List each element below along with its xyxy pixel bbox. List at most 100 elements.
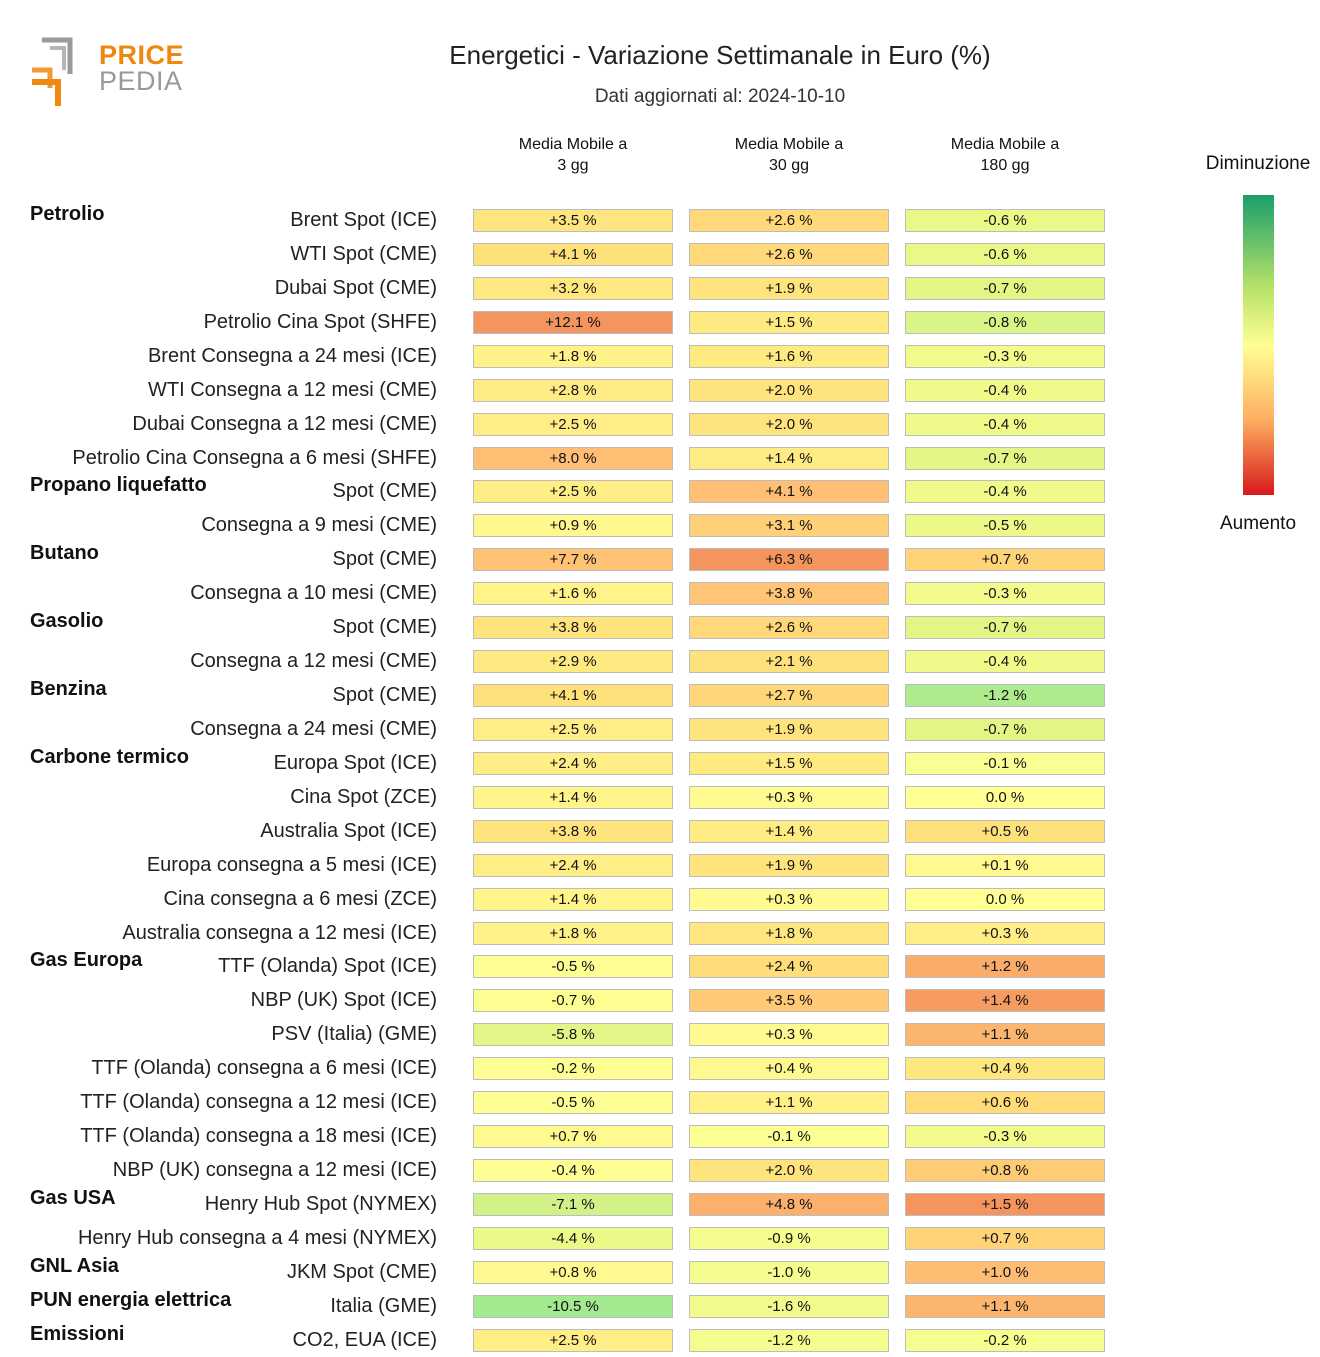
heatmap-cell: 0.0 % bbox=[905, 887, 1105, 911]
row-label: TTF (Olanda) consegna a 12 mesi (ICE) bbox=[80, 1091, 437, 1114]
row-label: Dubai Consegna a 12 mesi (CME) bbox=[132, 412, 437, 435]
heatmap-cell: +2.0 % bbox=[689, 1159, 889, 1183]
row-label: Europa consegna a 5 mesi (ICE) bbox=[146, 853, 437, 876]
heatmap-cell: +2.5 % bbox=[473, 1328, 673, 1352]
heatmap-cell: +1.8 % bbox=[689, 921, 889, 945]
group-label: Petrolio bbox=[30, 203, 105, 225]
heatmap-cell: -0.3 % bbox=[905, 1125, 1105, 1149]
row-label: Cina consegna a 6 mesi (ZCE) bbox=[163, 887, 437, 910]
heatmap-cell: +1.5 % bbox=[689, 751, 889, 775]
row-label: TTF (Olanda) consegna a 18 mesi (ICE) bbox=[80, 1125, 437, 1148]
heatmap-cell: -0.4 % bbox=[905, 378, 1105, 402]
heatmap-cell: +3.2 % bbox=[473, 276, 673, 300]
heatmap-cell: +4.1 % bbox=[689, 480, 889, 504]
heatmap-cell: -0.5 % bbox=[905, 514, 1105, 538]
group-label: GNL Asia bbox=[30, 1254, 119, 1277]
row-label: NBP (UK) Spot (ICE) bbox=[250, 989, 437, 1012]
heatmap-cell: -0.2 % bbox=[473, 1057, 673, 1081]
heatmap-cell: +1.4 % bbox=[473, 785, 673, 809]
heatmap-cell: -0.1 % bbox=[689, 1125, 889, 1149]
heatmap-cell: +3.5 % bbox=[689, 989, 889, 1013]
row-label: Brent Consegna a 24 mesi (ICE) bbox=[147, 344, 437, 367]
heatmap-cell: -0.7 % bbox=[905, 616, 1105, 640]
row-label: Henry Hub Spot (NYMEX) bbox=[204, 1192, 437, 1215]
heatmap-cell: -0.8 % bbox=[905, 310, 1105, 334]
row-label: Spot (CME) bbox=[332, 548, 437, 571]
heatmap-cell: -10.5 % bbox=[473, 1294, 673, 1318]
group-label: Carbone termico bbox=[30, 745, 189, 768]
legend-label-top: Diminuzione bbox=[1205, 153, 1311, 174]
heatmap-cell: +0.3 % bbox=[689, 1023, 889, 1047]
heatmap-cell: -0.4 % bbox=[905, 650, 1105, 674]
row-label: WTI Consegna a 12 mesi (CME) bbox=[148, 378, 437, 401]
heatmap-cell: +8.0 % bbox=[473, 446, 673, 470]
legend-label-bottom: Aumento bbox=[1219, 513, 1297, 534]
row-label: Dubai Spot (CME) bbox=[274, 276, 437, 299]
row-label: Spot (CME) bbox=[332, 480, 437, 503]
heatmap-cell: +1.4 % bbox=[905, 989, 1105, 1013]
heatmap-cell: +1.4 % bbox=[689, 819, 889, 843]
heatmap-cell: +2.8 % bbox=[473, 378, 673, 402]
row-label: Henry Hub consegna a 4 mesi (NYMEX) bbox=[77, 1226, 437, 1249]
heatmap-cell: +1.0 % bbox=[905, 1260, 1105, 1284]
heatmap-cell: +1.8 % bbox=[473, 344, 673, 368]
logo-mark-icon bbox=[32, 37, 73, 106]
heatmap-cell: +0.8 % bbox=[473, 1260, 673, 1284]
heatmap-cell: +3.8 % bbox=[689, 582, 889, 606]
heatmap-cell: +6.3 % bbox=[689, 548, 889, 572]
heatmap-cell: -0.4 % bbox=[905, 480, 1105, 504]
heatmap-cell: -0.7 % bbox=[905, 446, 1105, 470]
row-label: JKM Spot (CME) bbox=[286, 1260, 437, 1283]
heatmap-cell: +2.6 % bbox=[689, 616, 889, 640]
heatmap-cell: +1.9 % bbox=[689, 717, 889, 741]
group-label: Propano liquefatto bbox=[30, 474, 207, 497]
heatmap-cell: +0.8 % bbox=[905, 1159, 1105, 1183]
row-label: WTI Spot (CME) bbox=[290, 242, 437, 265]
heatmap-cell: +1.5 % bbox=[905, 1192, 1105, 1216]
heatmap-cell: +2.6 % bbox=[689, 209, 889, 232]
heatmap-cell: +4.1 % bbox=[473, 684, 673, 708]
row-label: TTF (Olanda) consegna a 6 mesi (ICE) bbox=[91, 1057, 437, 1080]
heatmap-cell: -0.1 % bbox=[905, 751, 1105, 775]
chart-title: Energetici - Variazione Settimanale in E… bbox=[449, 40, 991, 70]
heatmap-cell: +0.6 % bbox=[905, 1091, 1105, 1115]
heatmap-cell: +3.5 % bbox=[473, 209, 673, 232]
heatmap-cell: +1.4 % bbox=[473, 887, 673, 911]
group-label: Emissioni bbox=[30, 1322, 125, 1345]
heatmap-cell: -1.6 % bbox=[689, 1294, 889, 1318]
heatmap-cell: +1.1 % bbox=[905, 1023, 1105, 1047]
heatmap-cell: +2.6 % bbox=[689, 242, 889, 266]
heatmap-cell: -0.7 % bbox=[905, 717, 1105, 741]
heatmap-cell: +2.7 % bbox=[689, 684, 889, 708]
heatmap-cell: +0.4 % bbox=[689, 1057, 889, 1081]
heatmap-cell: -0.7 % bbox=[473, 989, 673, 1013]
heatmap-cell: +2.4 % bbox=[473, 853, 673, 877]
column-header: Media Mobile a 30 gg bbox=[734, 136, 844, 174]
heatmap-cell: +2.0 % bbox=[689, 412, 889, 436]
heatmap-cell: +2.5 % bbox=[473, 412, 673, 436]
heatmap-cell: +1.8 % bbox=[473, 921, 673, 945]
group-label: Gas Europa bbox=[30, 949, 143, 972]
heatmap-cell: -4.4 % bbox=[473, 1226, 673, 1250]
heatmap-cell: +1.2 % bbox=[905, 955, 1105, 979]
row-label: Cina Spot (ZCE) bbox=[290, 785, 437, 808]
row-label: Petrolio Cina Spot (SHFE) bbox=[203, 310, 437, 333]
row-label: Consegna a 9 mesi (CME) bbox=[201, 514, 437, 537]
group-label: PUN energia elettrica bbox=[30, 1288, 232, 1311]
row-label: Europa Spot (ICE) bbox=[273, 751, 437, 774]
row-label: Consegna a 24 mesi (CME) bbox=[190, 717, 437, 740]
chart-subtitle: Dati aggiornati al: 2024-10-10 bbox=[594, 86, 846, 107]
heatmap-cell: +1.1 % bbox=[689, 1091, 889, 1115]
pricepedia-logo: PRICE PEDIA bbox=[28, 36, 198, 112]
heatmap-cell: -0.3 % bbox=[905, 582, 1105, 606]
row-label: Consegna a 10 mesi (CME) bbox=[190, 582, 437, 605]
row-label: Australia Spot (ICE) bbox=[260, 819, 437, 842]
heatmap-cell: -0.2 % bbox=[905, 1328, 1105, 1352]
row-label: TTF (Olanda) Spot (ICE) bbox=[218, 955, 437, 978]
heatmap-cell: -7.1 % bbox=[473, 1192, 673, 1216]
heatmap-cell: +0.4 % bbox=[905, 1057, 1105, 1081]
row-label: PSV (Italia) (GME) bbox=[271, 1023, 437, 1046]
heatmap-cell: +1.5 % bbox=[689, 310, 889, 334]
heatmap-cell: +3.8 % bbox=[473, 819, 673, 843]
row-label: Australia consegna a 12 mesi (ICE) bbox=[122, 921, 437, 944]
